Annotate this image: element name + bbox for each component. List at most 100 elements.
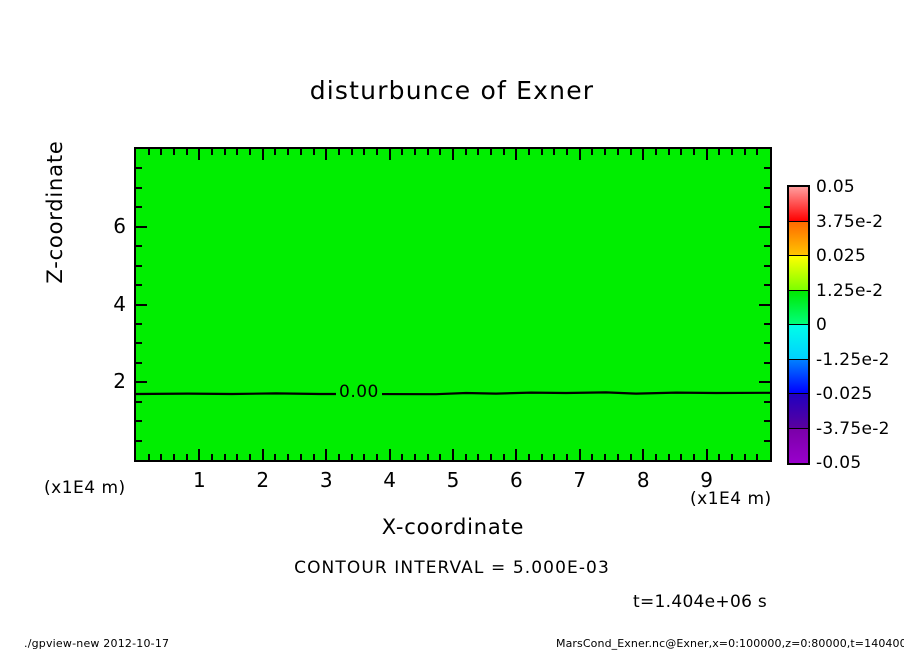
colorbar-band bbox=[789, 256, 808, 291]
x-minor-tick bbox=[249, 454, 252, 460]
x-minor-tick bbox=[223, 454, 226, 460]
colorbar-tick-label: 0 bbox=[816, 315, 828, 335]
x-minor-tick bbox=[477, 454, 480, 460]
x-major-tick bbox=[325, 149, 328, 160]
y-minor-tick bbox=[764, 264, 770, 267]
x-tick-label: 2 bbox=[256, 468, 270, 492]
x-tick-label: 8 bbox=[636, 468, 650, 492]
x-minor-tick bbox=[274, 454, 277, 460]
x-major-tick bbox=[325, 449, 328, 460]
x-minor-tick bbox=[287, 454, 290, 460]
x-major-tick bbox=[515, 449, 518, 460]
colorbar-tick-label: -3.75e-2 bbox=[816, 418, 890, 439]
x-minor-tick bbox=[185, 454, 188, 460]
y-minor-tick bbox=[764, 284, 770, 287]
x-minor-tick bbox=[464, 149, 467, 155]
x-tick-label: 5 bbox=[446, 468, 460, 492]
colorbar-tick-label: 1.25e-2 bbox=[816, 280, 884, 301]
y-minor-tick bbox=[764, 186, 770, 189]
contour-label: 0.00 bbox=[336, 383, 382, 401]
x-minor-tick bbox=[730, 149, 733, 155]
x-minor-tick bbox=[743, 454, 746, 460]
x-major-tick bbox=[515, 149, 518, 160]
x-minor-tick bbox=[337, 149, 340, 155]
colorbar-band bbox=[789, 221, 808, 256]
colorbar-band bbox=[789, 428, 808, 463]
x-minor-tick bbox=[718, 454, 721, 460]
x-minor-tick bbox=[616, 149, 619, 155]
colorbar-tick-label: -0.05 bbox=[816, 453, 862, 473]
x-tick-label: 6 bbox=[510, 468, 523, 492]
y-major-tick bbox=[136, 225, 147, 228]
x-minor-tick bbox=[173, 454, 176, 460]
x-major-tick bbox=[452, 449, 454, 460]
z-axis-units-label: (x1E4 m) bbox=[44, 478, 126, 498]
y-minor-tick bbox=[764, 439, 770, 442]
y-minor-tick bbox=[136, 439, 142, 442]
x-minor-tick bbox=[528, 454, 531, 460]
x-minor-tick bbox=[718, 149, 721, 155]
x-major-tick bbox=[198, 149, 201, 160]
y-minor-tick bbox=[136, 361, 142, 364]
x-minor-tick bbox=[566, 149, 569, 155]
y-minor-tick bbox=[136, 264, 142, 267]
x-minor-tick bbox=[591, 149, 594, 155]
y-major-tick bbox=[759, 225, 770, 228]
x-minor-tick bbox=[680, 149, 683, 155]
y-minor-tick bbox=[764, 245, 770, 248]
y-minor-tick bbox=[136, 206, 142, 209]
y-minor-tick bbox=[136, 400, 142, 403]
y-minor-tick bbox=[136, 245, 142, 248]
x-minor-tick bbox=[540, 454, 543, 460]
footer-dataset: MarsCond_Exner.nc@Exner,x=0:100000,z=0:8… bbox=[556, 637, 904, 650]
x-tick-label: 3 bbox=[319, 468, 333, 492]
colorbar-tick-label: -0.025 bbox=[816, 384, 873, 404]
y-minor-tick bbox=[136, 322, 142, 325]
x-minor-tick bbox=[616, 454, 619, 460]
y-minor-tick bbox=[764, 361, 770, 364]
x-minor-tick bbox=[350, 454, 353, 460]
y-major-tick bbox=[759, 303, 770, 306]
y-axis-label: Z-coordinate bbox=[43, 140, 67, 284]
x-minor-tick bbox=[299, 149, 302, 155]
x-minor-tick bbox=[274, 149, 277, 155]
x-major-tick bbox=[261, 149, 264, 160]
x-minor-tick bbox=[540, 149, 543, 155]
x-minor-tick bbox=[147, 149, 150, 155]
x-minor-tick bbox=[223, 149, 226, 155]
x-minor-tick bbox=[756, 454, 759, 460]
x-minor-tick bbox=[439, 454, 442, 460]
x-minor-tick bbox=[502, 454, 505, 460]
y-minor-tick bbox=[136, 186, 142, 189]
x-minor-tick bbox=[439, 149, 442, 155]
y-major-tick bbox=[136, 303, 147, 306]
x-major-tick bbox=[452, 149, 454, 160]
x-minor-tick bbox=[337, 454, 340, 460]
colorbar-band bbox=[789, 325, 808, 360]
y-tick-label: 2 bbox=[113, 369, 126, 394]
x-major-tick bbox=[578, 149, 581, 160]
x-minor-tick bbox=[375, 149, 378, 155]
x-minor-tick bbox=[375, 454, 378, 460]
x-tick-label: 4 bbox=[383, 468, 396, 492]
x-minor-tick bbox=[160, 454, 163, 460]
colorbar bbox=[787, 185, 810, 465]
x-minor-tick bbox=[591, 454, 594, 460]
x-minor-tick bbox=[185, 149, 188, 155]
colorbar-band bbox=[789, 187, 808, 222]
x-minor-tick bbox=[299, 454, 302, 460]
field-heatmap bbox=[136, 149, 770, 460]
x-minor-tick bbox=[566, 454, 569, 460]
x-minor-tick bbox=[680, 454, 683, 460]
y-minor-tick bbox=[136, 420, 142, 423]
y-minor-tick bbox=[764, 167, 770, 170]
colorbar-band bbox=[789, 359, 808, 394]
colorbar-tick-label: 3.75e-2 bbox=[816, 211, 884, 232]
x-minor-tick bbox=[413, 454, 416, 460]
x-minor-tick bbox=[654, 454, 657, 460]
x-minor-tick bbox=[363, 149, 366, 155]
plot-area: 0.00 bbox=[134, 147, 772, 462]
x-minor-tick bbox=[236, 149, 239, 155]
x-minor-tick bbox=[287, 149, 290, 155]
y-minor-tick bbox=[136, 342, 142, 345]
